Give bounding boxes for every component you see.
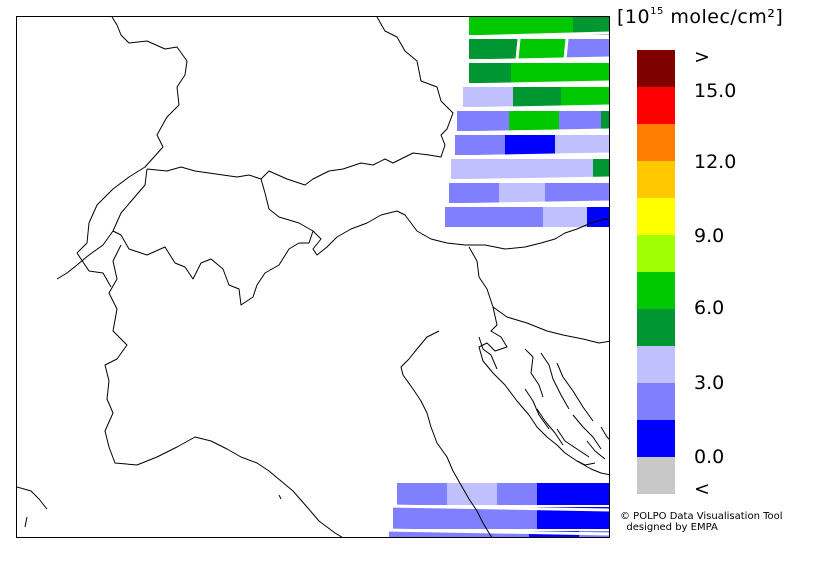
credits-line2: designed by EMPA — [620, 522, 718, 533]
legend-swatch — [637, 457, 675, 494]
color-legend — [637, 50, 675, 494]
credits-line1: © POLPO Data Visualisation Tool — [620, 511, 783, 522]
map-panel[interactable] — [16, 16, 610, 538]
legend-swatch — [637, 235, 675, 272]
legend-unit-suffix: molec/cm²] — [663, 6, 784, 28]
legend-swatch — [637, 346, 675, 383]
legend-swatch — [637, 124, 675, 161]
legend-tick-label: 3.0 — [694, 372, 725, 394]
legend-tick-label: 6.0 — [694, 297, 725, 319]
legend-swatch — [637, 161, 675, 198]
legend-unit-prefix: [10 — [617, 6, 651, 28]
legend-swatch — [637, 383, 675, 420]
satellite-swath-ne — [436, 17, 609, 227]
legend-swatch — [637, 272, 675, 309]
legend-tick-label: 0.0 — [694, 446, 725, 468]
satellite-swath-s — [384, 483, 609, 537]
coastlines-borders — [17, 17, 609, 537]
legend-tick-label: 9.0 — [694, 225, 725, 247]
legend-tick-label: > — [694, 46, 710, 68]
legend-swatch — [637, 50, 675, 87]
legend-swatch — [637, 198, 675, 235]
legend-swatch — [637, 420, 675, 457]
legend-unit-exponent: 15 — [650, 6, 664, 17]
legend-unit-label: [1015 molec/cm²] — [617, 6, 783, 28]
legend-swatch — [637, 87, 675, 124]
legend-tick-label: < — [694, 478, 710, 500]
credits: © POLPO Data Visualisation Tool designed… — [620, 511, 783, 533]
legend-tick-label: 12.0 — [694, 151, 737, 173]
legend-swatch — [637, 309, 675, 346]
legend-tick-label: 15.0 — [694, 80, 737, 102]
map-svg — [17, 17, 609, 537]
